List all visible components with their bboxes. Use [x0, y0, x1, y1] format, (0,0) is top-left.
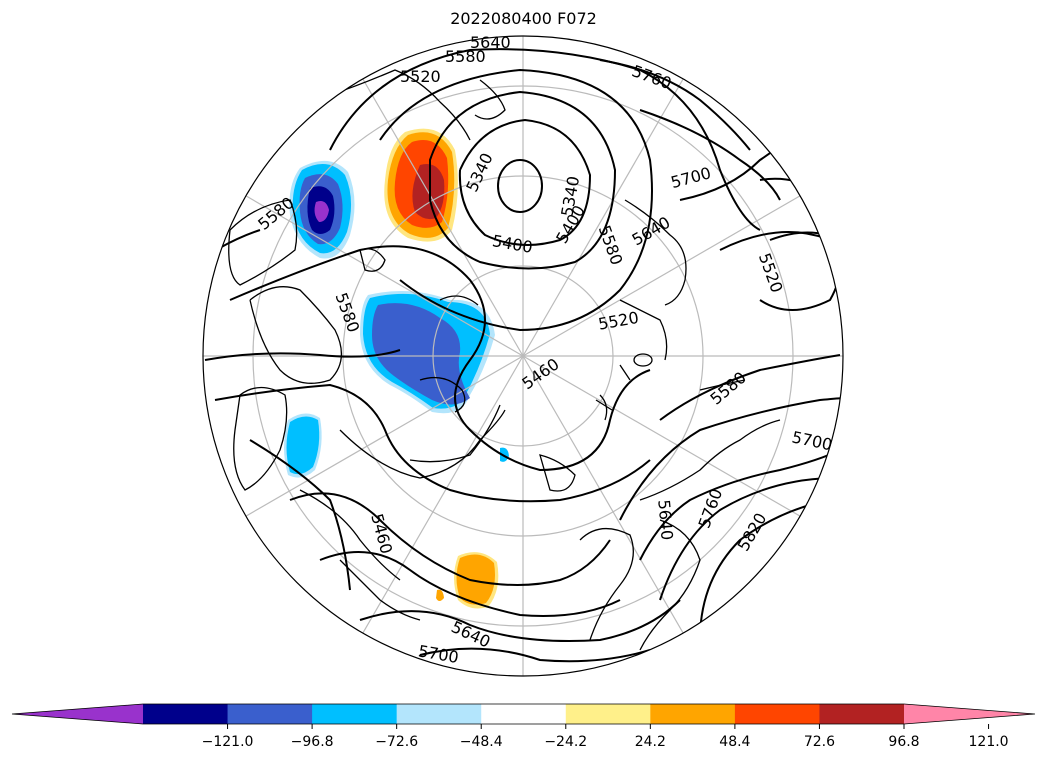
svg-text:5580: 5580 [332, 290, 364, 335]
colorbar-tick-label: 48.4 [719, 734, 750, 750]
contour-label: 5700 [417, 641, 460, 667]
colorbar-swatch [819, 704, 905, 724]
colorbar-tick-label: 24.2 [635, 734, 666, 750]
svg-text:5580: 5580 [706, 368, 749, 409]
contour-label: 5760 [629, 61, 674, 93]
colorbar-tick-label: 121.0 [969, 734, 1009, 750]
colorbar-swatch [312, 704, 398, 724]
colorbar-tick-label: −48.4 [460, 734, 503, 750]
colorbar-tick-label: −24.2 [544, 734, 587, 750]
contour-label: 5640 [448, 617, 493, 651]
contour-label: 5820 [734, 510, 771, 555]
colorbar-swatch [565, 704, 651, 724]
svg-text:5640: 5640 [470, 33, 511, 52]
svg-text:5460: 5460 [367, 512, 396, 556]
contour-label: 5580 [595, 223, 627, 268]
colorbar-tick-label: 96.8 [888, 734, 919, 750]
colorbar-swatch [227, 704, 313, 724]
colorbar-extend-low [12, 704, 143, 724]
contour-label: 5520 [597, 308, 640, 334]
map-title: 2022080400 F072 [450, 9, 597, 28]
colorbar-outline [11, 703, 1036, 725]
contour-label: 5580 [445, 47, 486, 66]
svg-text:5700: 5700 [669, 163, 713, 192]
height-contours [203, 48, 843, 663]
svg-text:5520: 5520 [597, 308, 640, 334]
svg-text:5400: 5400 [491, 231, 534, 257]
colorbar-extend-high [904, 704, 1035, 724]
colorbar-swatch [481, 704, 567, 724]
svg-text:5820: 5820 [734, 510, 771, 555]
contour-label: 5640 [654, 499, 676, 541]
map-boundary [202, 35, 844, 677]
graticule [203, 36, 843, 676]
contour-label: 5520 [755, 250, 787, 295]
colorbar-swatch [143, 704, 229, 724]
colorbar: −121.0 −96.8 −72.6 −48.4 −24.2 24.2 48.4 72.6 96… [11, 703, 1036, 750]
svg-text:5520: 5520 [400, 67, 441, 86]
colorbar-swatch [650, 704, 736, 724]
svg-text:5580: 5580 [445, 47, 486, 66]
svg-text:5580: 5580 [595, 223, 627, 268]
colorbar-tick-label: −121.0 [202, 734, 254, 750]
colorbar-tick-label: 72.6 [804, 734, 835, 750]
contour-label: 5640 [470, 33, 511, 52]
colorbar-tick-label: −72.6 [375, 734, 418, 750]
svg-text:5760: 5760 [629, 61, 674, 93]
svg-text:5700: 5700 [790, 427, 834, 454]
contour-label: 5700 [669, 163, 713, 192]
colorbar-swatch [734, 704, 820, 724]
svg-text:5520: 5520 [755, 250, 787, 295]
contour-label: 5520 [400, 67, 441, 86]
contour-label: 5700 [790, 427, 834, 454]
positive-anomaly-north-pacific [384, 128, 458, 242]
svg-text:5640: 5640 [448, 617, 493, 651]
colorbar-swatch [396, 704, 482, 724]
contour-label: 5460 [367, 512, 396, 556]
colorbar-tick-label: −96.8 [291, 734, 334, 750]
map-disk [203, 36, 843, 676]
svg-text:5700: 5700 [417, 641, 460, 667]
contour-label: 5580 [332, 290, 364, 335]
svg-text:5640: 5640 [654, 499, 676, 541]
contour-label: 5400 [491, 231, 534, 257]
contour-label: 5580 [706, 368, 749, 409]
coastlines [228, 69, 781, 651]
